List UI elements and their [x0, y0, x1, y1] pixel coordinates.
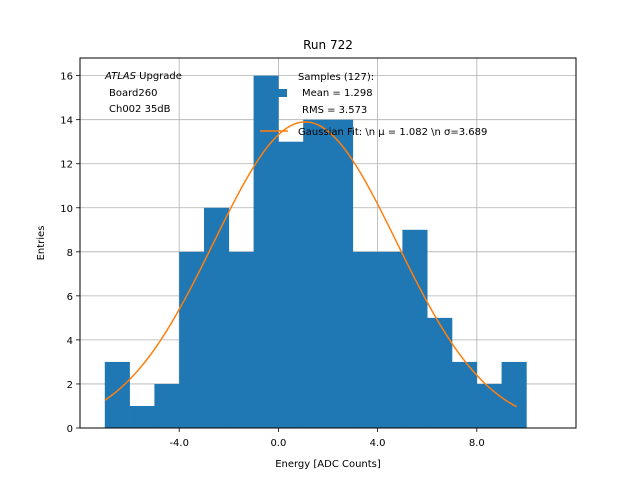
- x-axis-label: Energy [ADC Counts]: [275, 459, 381, 470]
- chart-title: Run 722: [303, 38, 353, 52]
- y-axis-label: Entries: [36, 226, 47, 261]
- y-tick-label: 2: [67, 380, 73, 391]
- gaussian-fit-curve: [104, 121, 517, 408]
- histogram-bar: [154, 383, 180, 428]
- x-tick-label: 4.0: [370, 438, 386, 449]
- x-tick-label: 0.0: [270, 438, 286, 449]
- histogram-bar: [328, 119, 354, 429]
- channel-label: Ch002 35dB: [109, 104, 171, 115]
- y-tick-label: 16: [60, 72, 73, 83]
- x-tick-label: 8.0: [469, 438, 485, 449]
- legend: Samples (127): Mean = 1.298 RMS = 3.573 …: [260, 72, 487, 138]
- histogram-bar: [204, 207, 230, 428]
- histogram-bar: [501, 361, 527, 428]
- histogram-bar: [303, 119, 329, 429]
- histogram-bars: [104, 75, 527, 429]
- y-tick-label: 14: [60, 116, 73, 127]
- y-tick-label: 8: [67, 248, 73, 259]
- atlas-annotation: ATLAS Upgrade Board260 Ch002 35dB: [104, 71, 182, 115]
- histogram-bar: [179, 251, 205, 428]
- histogram-bar: [104, 361, 130, 428]
- board-label: Board260: [109, 88, 157, 99]
- y-tick-label: 0: [67, 424, 73, 435]
- legend-mean-label: Mean = 1.298: [302, 88, 373, 99]
- x-tick-label: -4.0: [169, 438, 189, 449]
- plot-frame: [79, 57, 577, 429]
- atlas-upgrade: Upgrade: [136, 71, 182, 82]
- legend-bar-swatch: [278, 89, 287, 97]
- histogram-bar: [452, 361, 478, 428]
- legend-rms-label: RMS = 3.573: [302, 105, 367, 116]
- x-axis-ticks: -4.0 0.0 4.0 8.0: [169, 428, 485, 449]
- atlas-label: ATLAS Upgrade: [104, 71, 182, 82]
- histogram-bar: [253, 75, 279, 428]
- y-tick-label: 4: [67, 336, 73, 347]
- y-tick-label: 12: [60, 160, 73, 171]
- histogram-bar: [402, 229, 428, 428]
- legend-samples-label: Samples (127):: [298, 72, 374, 83]
- histogram-bar: [228, 251, 254, 428]
- y-axis-ticks: 0 2 4 6 8 10 12 14 16: [60, 72, 80, 435]
- histogram-bar: [129, 405, 155, 428]
- histogram-bar: [377, 251, 403, 428]
- histogram-bar: [427, 317, 453, 428]
- legend-fit-label: Gaussian Fit: \n μ = 1.082 \n σ=3.689: [298, 127, 487, 138]
- y-tick-label: 6: [67, 292, 73, 303]
- y-tick-label: 10: [60, 204, 73, 215]
- histogram-bar: [476, 383, 502, 428]
- histogram-bar: [278, 141, 304, 428]
- atlas-experiment: ATLAS: [104, 71, 137, 82]
- histogram-bar: [352, 251, 378, 428]
